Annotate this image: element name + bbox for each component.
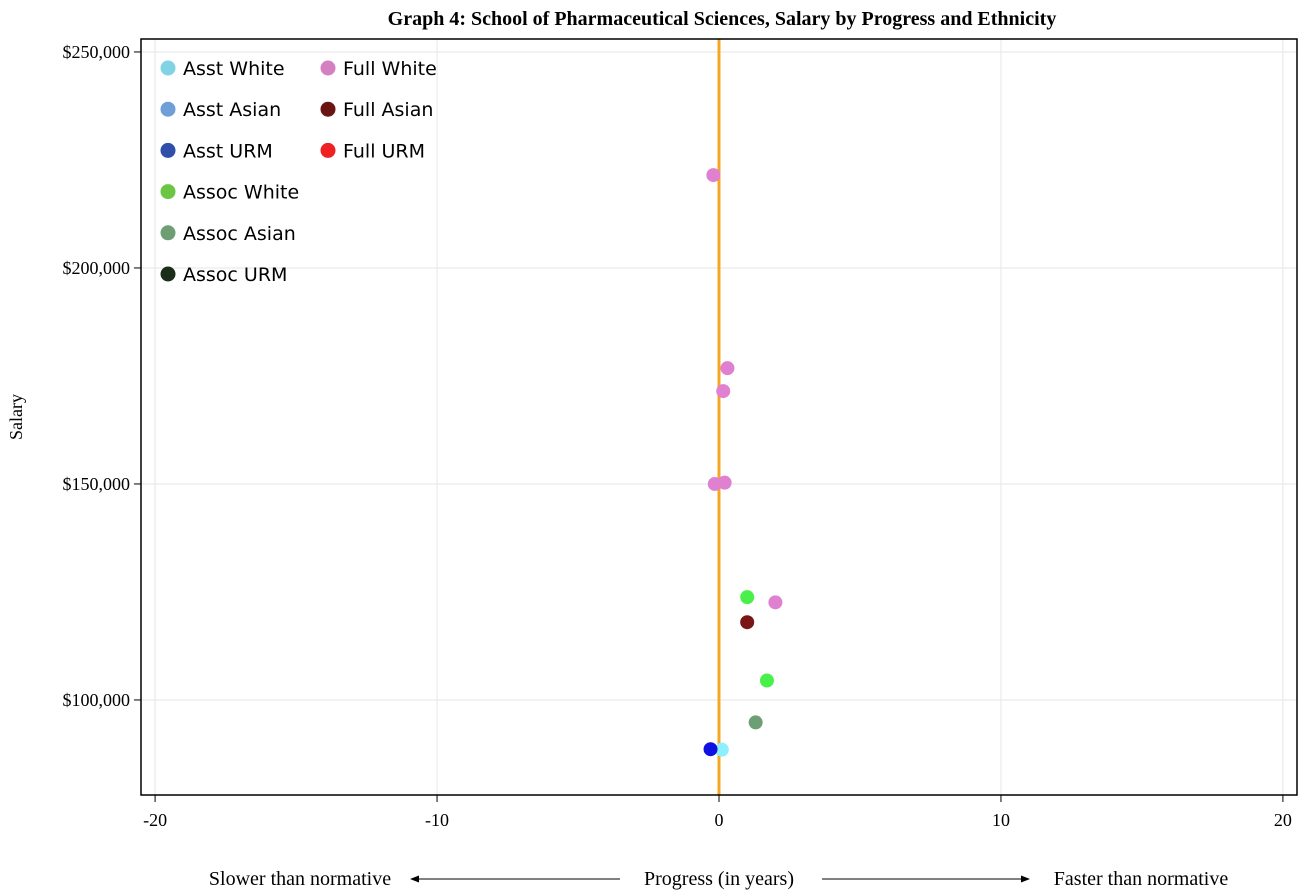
- y-tick-label: $100,000: [63, 690, 131, 710]
- legend-label-full-urm: Full URM: [343, 140, 425, 162]
- y-tick-label: $150,000: [63, 474, 131, 494]
- x-tick-label: -20: [143, 810, 167, 830]
- legend-marker-full-urm: [320, 142, 336, 158]
- legend-label-assoc-urm: Assoc URM: [183, 264, 287, 286]
- legend-label-asst-asian: Asst Asian: [183, 99, 281, 121]
- legend-label-asst-white: Asst White: [183, 58, 285, 80]
- y-axis-title: Salary: [6, 394, 26, 440]
- right-arrow-head: [1021, 875, 1030, 883]
- legend-label-full-white: Full White: [343, 58, 437, 80]
- legend-marker-full-asian: [320, 101, 336, 117]
- x-axis: -20 -10 0 10 20: [143, 795, 1292, 830]
- legend-label-assoc-asian: Assoc Asian: [183, 223, 296, 245]
- legend-marker-full-white: [320, 60, 336, 76]
- point-full-white: [720, 361, 735, 376]
- y-tick-label: $200,000: [63, 258, 131, 278]
- data-points: [703, 168, 783, 757]
- y-axis: $100,000 $150,000 $200,000 $250,000: [63, 42, 141, 710]
- x-note-right: Faster than normative: [1054, 868, 1229, 890]
- left-arrow-head: [410, 875, 419, 883]
- legend-marker-assoc-urm: [160, 266, 176, 282]
- x-note-left: Slower than normative: [209, 868, 391, 890]
- y-tick-label: $250,000: [63, 42, 131, 62]
- legend-marker-asst-urm: [160, 142, 176, 158]
- point-assoc-asian: [748, 715, 763, 730]
- point-assoc-white: [759, 673, 774, 688]
- x-tick-label: -10: [425, 810, 449, 830]
- point-full-white: [768, 595, 783, 610]
- legend-marker-assoc-asian: [160, 225, 176, 241]
- point-asst-urm: [703, 742, 718, 757]
- chart-title: Graph 4: School of Pharmaceutical Scienc…: [388, 8, 1057, 30]
- legend-marker-asst-white: [160, 60, 176, 76]
- x-axis-title-row: Slower than normative Progress (in years…: [209, 868, 1228, 890]
- point-assoc-white: [740, 590, 755, 605]
- legend-label-full-asian: Full Asian: [343, 99, 433, 121]
- legend-label-assoc-white: Assoc White: [183, 182, 299, 204]
- point-full-asian: [740, 615, 755, 630]
- x-tick-label: 0: [715, 810, 724, 830]
- point-asst-white: [714, 742, 729, 757]
- x-axis-title: Progress (in years): [644, 868, 794, 890]
- legend-marker-assoc-white: [160, 184, 176, 200]
- point-full-white: [717, 475, 732, 490]
- x-tick-label: 20: [1274, 810, 1292, 830]
- point-full-white: [716, 384, 731, 399]
- point-full-white: [706, 168, 721, 183]
- legend-label-asst-urm: Asst URM: [183, 140, 273, 162]
- legend-marker-asst-asian: [160, 101, 176, 117]
- legend: Asst White Asst Asian Asst URM Assoc White A…: [160, 58, 437, 286]
- x-tick-label: 10: [992, 810, 1010, 830]
